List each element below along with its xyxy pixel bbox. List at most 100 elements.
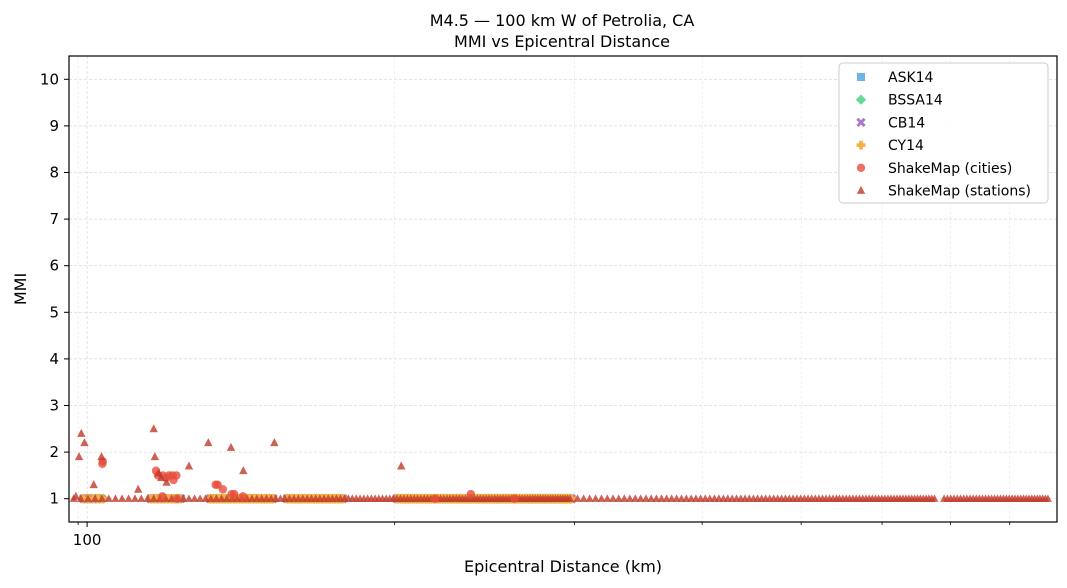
station-point [212,494,221,502]
station-point [239,466,248,475]
station-point [149,424,158,433]
station-point [80,438,89,447]
station-point [131,494,139,502]
y-tick-label: 2 [49,443,59,461]
station-point [625,494,634,502]
station-point [573,494,582,502]
station-point [1043,494,1052,502]
y-tick-label: 1 [49,490,59,508]
legend-label: ShakeMap (stations) [888,184,1031,200]
point-plus [93,494,103,504]
station-point [124,494,133,502]
station-point [74,452,84,461]
chart-title: M4.5 — 100 km W of Petrolia, CA [430,11,695,30]
station-point [566,494,575,502]
legend-label: ASK14 [888,70,934,86]
plot-frame [68,55,1058,523]
station-point [397,461,406,470]
station-point [930,494,939,502]
y-tick-label: 8 [49,164,59,182]
legend-marker-diamond [855,94,867,105]
station-point [149,494,158,502]
station-point [641,494,650,502]
station-point [201,494,210,502]
legend: ASK14 BSSA14 CB14 CY14 ShakeMap (cities) Shak… [838,62,1049,204]
x-axis-label: Epicentral Distance (km) [464,557,662,576]
legend-label: ShakeMap (cities) [888,161,1012,177]
city-point [169,475,178,485]
station-point [636,494,645,502]
station-point [118,494,127,502]
station-point [631,494,640,502]
legend-marker-plus [856,140,866,150]
station-point [652,494,661,502]
y-tick-label: 7 [49,210,59,228]
city-point [218,485,228,494]
legend-marker-circle [856,163,866,172]
city-point [238,492,248,501]
station-point [184,494,193,502]
city-point [430,494,440,503]
station-point [591,494,600,502]
city-point [510,494,519,503]
station-point [157,473,166,482]
station-point [579,494,588,502]
station-point [204,438,213,447]
y-tick-label: 5 [49,303,59,321]
station-point [217,494,226,502]
y-tick-label: 10 [40,70,59,88]
station-point [184,461,194,470]
station-point [647,494,656,502]
city-point [158,492,167,501]
station-point [614,494,623,502]
station-point [91,494,100,502]
station-point [585,494,594,502]
station-point [603,494,612,502]
station-point [77,428,86,437]
y-axis-label: MMI [11,273,30,305]
station-point [84,494,92,502]
y-tick-label: 4 [49,350,59,368]
station-point [104,494,113,502]
legend-box [838,62,1049,204]
station-point [662,494,671,502]
station-point [179,494,188,502]
station-point [143,494,152,502]
legend-label: CB14 [888,115,925,131]
station-point [71,491,81,500]
station-point [270,438,279,447]
station-point [226,442,236,451]
y-tick-label: 3 [49,397,59,415]
station-point [133,484,143,493]
station-point [76,494,85,502]
legend-marker-x [856,117,866,128]
station-point [137,494,146,502]
y-tick-label: 9 [49,117,59,135]
station-point [89,480,98,489]
station-point [111,494,120,502]
city-point [466,489,476,499]
station-point [150,452,160,461]
station-point [657,494,666,502]
station-point [97,494,106,502]
axis-ticks: 1 2 3 4 5 6 7 8 9 10 100 [40,70,1011,549]
legend-label: BSSA14 [888,93,943,109]
station-point [206,494,215,502]
city-point [172,494,182,503]
station-point [190,494,199,502]
city-point [229,489,239,499]
legend-marker-triangle [856,185,866,194]
point-plus [78,494,89,504]
station-point [597,494,606,502]
station-point [222,494,231,502]
x-tick-label: 100 [73,531,102,549]
legend-marker-square [857,73,865,81]
station-point [162,477,171,486]
chart-subtitle: MMI vs Epicentral Distance [454,32,670,51]
station-point [620,494,629,502]
station-point [196,494,205,502]
y-tick-label: 6 [49,257,59,275]
station-point [97,452,106,461]
legend-label: CY14 [888,138,924,154]
